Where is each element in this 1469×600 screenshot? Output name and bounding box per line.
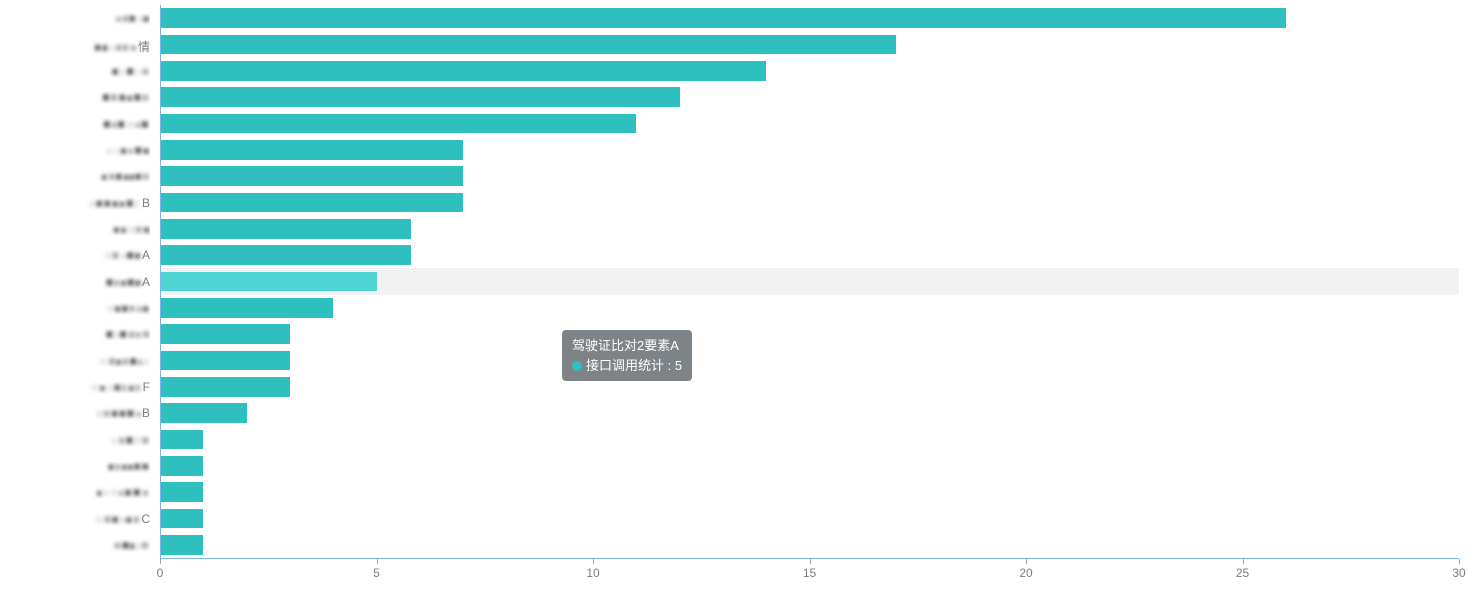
tooltip-series-line: 接口调用统计 : 5 (572, 356, 682, 376)
bar[interactable] (161, 377, 290, 396)
bar[interactable] (161, 140, 463, 159)
y-category-label: ■■■■■■ (0, 459, 150, 473)
y-category-label: ■■■■■■■ (0, 485, 150, 499)
y-category-label: ■■■■■■ (0, 327, 150, 341)
y-category-label: ■■■■■■C (0, 512, 150, 526)
bar[interactable] (161, 509, 203, 528)
x-tick-label: 15 (790, 566, 830, 580)
x-tick-mark (593, 559, 594, 564)
tooltip-title: 驾驶证比对2要素A (572, 336, 682, 356)
y-category-label: ■■■■■■情 (0, 38, 150, 55)
y-category-label: ■■■■■ (0, 433, 150, 447)
x-tick-label: 0 (140, 566, 180, 580)
y-category-label: ■■■■■■■F (0, 380, 150, 394)
bar[interactable] (161, 35, 896, 54)
y-category-label: ■■■■■■ (0, 301, 150, 315)
bar[interactable] (161, 166, 463, 185)
y-category-label: ■■■■■■B (0, 406, 150, 420)
bar[interactable] (161, 456, 203, 475)
bar[interactable] (161, 8, 1286, 27)
y-category-label: ■■■■■ (0, 538, 150, 552)
x-tick-mark (160, 559, 161, 564)
y-category-label: ■■■■■■ (0, 90, 150, 104)
x-tick-mark (1026, 559, 1027, 564)
y-category-label: ■■■■■■ (0, 117, 150, 131)
x-tick-label: 5 (357, 566, 397, 580)
y-category-label: ■■■■■■■ (0, 354, 150, 368)
y-axis-line (160, 5, 161, 558)
y-category-label: ■■■■■ (0, 64, 150, 78)
x-tick-label: 20 (1006, 566, 1046, 580)
x-tick-label: 10 (573, 566, 613, 580)
tooltip-series-text: 接口调用统计 : 5 (586, 358, 682, 373)
bar[interactable] (161, 87, 680, 106)
bar[interactable] (161, 351, 290, 370)
bar[interactable] (161, 324, 290, 343)
x-tick-mark (1459, 559, 1460, 564)
bar[interactable] (161, 430, 203, 449)
y-category-label: ■■■■■A (0, 275, 150, 289)
x-tick-mark (810, 559, 811, 564)
y-category-label: ■■■■■A (0, 248, 150, 262)
x-axis-line (160, 558, 1459, 559)
chart-tooltip: 驾驶证比对2要素A 接口调用统计 : 5 (562, 330, 692, 381)
bar[interactable] (161, 219, 411, 238)
bar[interactable] (161, 535, 203, 554)
y-category-label: ■■■■■ (0, 11, 150, 25)
y-category-label: ■■■■■ (0, 222, 150, 236)
bar[interactable] (161, 114, 636, 133)
x-tick-mark (377, 559, 378, 564)
y-category-label: ■■■■■■■ (0, 169, 150, 183)
bar[interactable] (161, 403, 247, 422)
bar[interactable] (161, 61, 766, 80)
y-category-label: ■■■■■■■B (0, 196, 150, 210)
y-category-label: ■■■■■■ (0, 143, 150, 157)
bar[interactable] (161, 272, 377, 291)
x-tick-label: 25 (1223, 566, 1263, 580)
bar[interactable] (161, 245, 411, 264)
bar[interactable] (161, 482, 203, 501)
bar-chart: 051015202530■■■■■■■■■■■情■■■■■■■■■■■■■■■■… (0, 0, 1469, 600)
tooltip-series-marker-icon (572, 361, 582, 371)
x-tick-mark (1243, 559, 1244, 564)
bar[interactable] (161, 193, 463, 212)
bar[interactable] (161, 298, 333, 317)
x-tick-label: 30 (1439, 566, 1469, 580)
